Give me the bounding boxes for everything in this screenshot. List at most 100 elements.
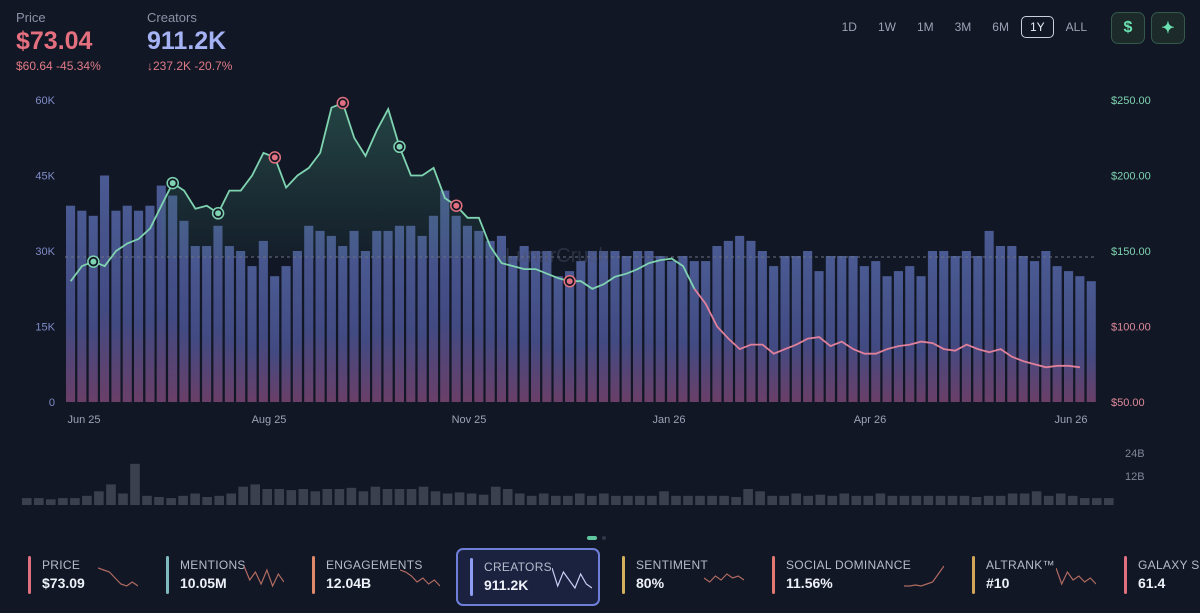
creators-bar [610, 251, 620, 402]
volume-bar [551, 495, 561, 505]
metric-card-galaxy-s[interactable]: GALAXY S 61.4 [1112, 548, 1200, 602]
creators-bar [837, 256, 847, 402]
volume-bar [851, 495, 862, 505]
metric-card-mentions[interactable]: MENTIONS 10.05M [154, 548, 290, 602]
creators-summary: Creators 911.2K ↓237.2K -20.7% [147, 10, 232, 73]
creators-bar [1075, 276, 1085, 402]
creators-bar [848, 256, 858, 402]
creators-bar [519, 246, 529, 402]
creators-bar [134, 210, 144, 402]
creators-bar [712, 246, 722, 402]
creators-bar [633, 251, 643, 402]
creators-bar [406, 225, 416, 402]
range-1d[interactable]: 1D [841, 20, 857, 34]
volume-bar [478, 494, 489, 505]
volume-bar [959, 495, 970, 505]
volume-bar [442, 493, 453, 505]
creators-bar [190, 246, 200, 402]
volume-bar [34, 498, 44, 505]
metric-color-bar [470, 558, 473, 596]
creators-bar [905, 266, 915, 402]
metric-card-sentiment[interactable]: SENTIMENT 80% [610, 548, 750, 602]
volume-bar [779, 495, 789, 505]
carousel-pager[interactable] [587, 536, 606, 540]
creators-bar [984, 230, 994, 402]
volume-bar [334, 489, 345, 505]
creators-bar [1007, 246, 1017, 402]
volume-bar [202, 497, 212, 505]
metric-card-creators[interactable]: CREATORS 911.2K [456, 548, 600, 606]
volume-bar [647, 495, 657, 505]
volume-bar [1055, 493, 1066, 505]
metric-card-altrank[interactable]: ALTRANK™ #10 [960, 548, 1102, 602]
volume-bar [418, 486, 429, 505]
creators-bar [111, 210, 121, 402]
creators-bar [723, 240, 733, 402]
right-axis-tick: $150.00 [1111, 246, 1151, 258]
volume-bar [1067, 495, 1078, 505]
creators-bar [360, 251, 370, 402]
metric-sparkline [98, 567, 138, 587]
creators-bar [156, 185, 166, 402]
creators-bar [644, 251, 654, 402]
x-axis-tick: Aug 25 [252, 414, 287, 426]
volume-bar [599, 493, 609, 505]
volume-bar [118, 493, 128, 505]
range-1m[interactable]: 1M [916, 20, 934, 34]
volume-bar [743, 489, 753, 505]
main-chart[interactable]: 0 15K 30K 45K 60K $50.00 $100.00 $150.00 $200.0… [0, 88, 1200, 433]
range-3m[interactable]: 3M [954, 20, 972, 34]
volume-bar [298, 489, 309, 505]
volume-bar [755, 491, 765, 506]
volume-bar [382, 489, 393, 505]
creators-bars [66, 175, 1096, 402]
volume-bar [695, 495, 705, 505]
volume-bar [623, 495, 633, 505]
volume-chart[interactable]: 24B 12B [0, 440, 1200, 510]
right-axis-tick: $50.00 [1111, 397, 1145, 409]
creators-bar [338, 246, 348, 402]
volume-bar [250, 484, 260, 505]
volume-bar [22, 498, 32, 505]
x-axis: Jun 25 Aug 25 Nov 25 Jan 26 Apr 26 Jun 26 [67, 414, 1087, 426]
creators-bar [1086, 281, 1096, 402]
volume-bar [1104, 498, 1114, 505]
pager-dot[interactable] [602, 536, 606, 540]
volume-bar [587, 495, 597, 505]
right-axis-tick: $250.00 [1111, 95, 1151, 107]
range-1y[interactable]: 1Y [1020, 16, 1054, 38]
metric-card-price[interactable]: PRICE $73.09 [16, 548, 144, 602]
metric-color-bar [772, 556, 775, 594]
volume-bar [514, 493, 525, 505]
metric-card-social-dominance[interactable]: SOCIAL DOMINANCE 11.56% [760, 548, 950, 602]
creators-bar [281, 266, 291, 402]
ai-insight-button[interactable]: ✦ [1151, 12, 1185, 44]
volume-bar [214, 495, 224, 505]
creators-bar [599, 251, 609, 402]
metric-sparkline [552, 567, 592, 590]
creators-bar [292, 251, 302, 402]
volume-bar [1043, 495, 1054, 505]
volume-bar [611, 495, 621, 505]
creators-bar [66, 205, 76, 402]
creators-value: 911.2K [147, 27, 227, 55]
creators-bar [462, 225, 472, 402]
creators-bar [553, 276, 563, 402]
currency-toggle-button[interactable]: $ [1111, 12, 1145, 44]
metric-card-engagements[interactable]: ENGAGEMENTS 12.04B [300, 548, 446, 602]
range-6m[interactable]: 6M [992, 20, 1009, 34]
creators-bar [474, 230, 484, 402]
volume-bar [731, 497, 741, 505]
range-all[interactable]: ALL [1065, 20, 1087, 34]
volume-bar [923, 495, 934, 505]
pager-dot-active[interactable] [587, 536, 597, 540]
creators-label: Creators [147, 10, 197, 25]
price-area-fill [161, 103, 513, 267]
volume-bar [58, 498, 68, 505]
range-1w[interactable]: 1W [877, 20, 896, 34]
metric-value: #10 [986, 575, 1010, 591]
volume-bar [154, 497, 164, 505]
price-marker-dot [271, 154, 278, 161]
creators-bar [451, 215, 461, 402]
creators-bar [757, 251, 767, 402]
